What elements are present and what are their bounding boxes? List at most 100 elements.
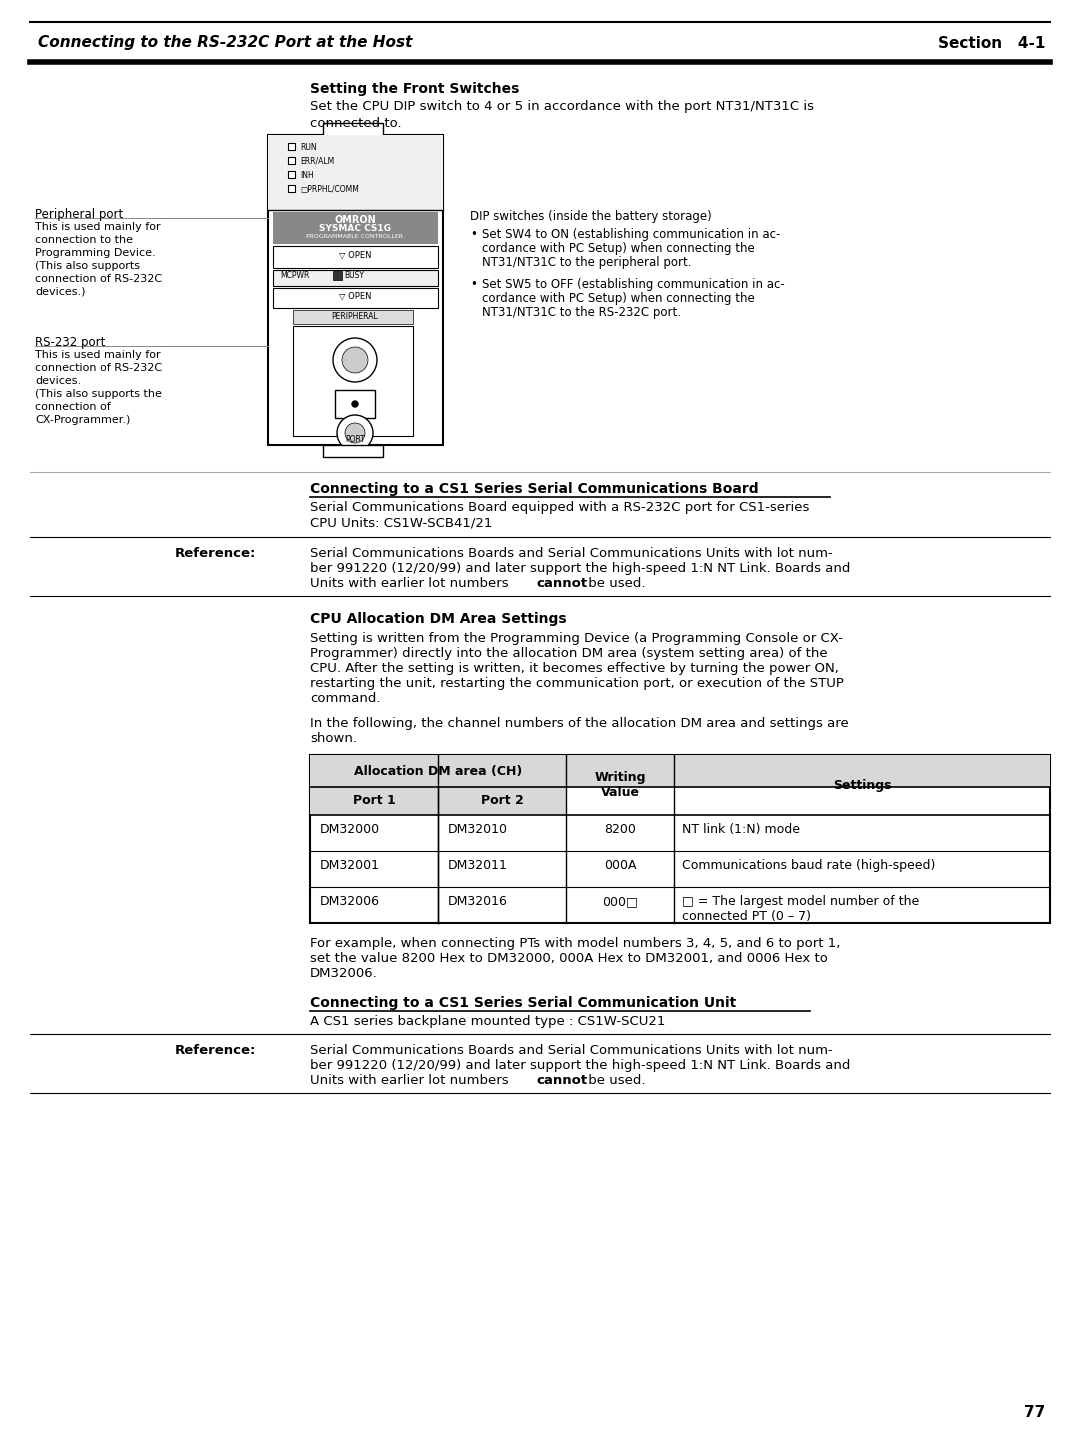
Bar xyxy=(288,185,295,192)
Circle shape xyxy=(342,347,368,373)
Text: DM32006.: DM32006. xyxy=(310,967,378,980)
Text: 77: 77 xyxy=(1024,1405,1045,1421)
Text: set the value 8200 Hex to DM32000, 000A Hex to DM32001, and 0006 Hex to: set the value 8200 Hex to DM32000, 000A … xyxy=(310,951,828,964)
Text: □ = The largest model number of the: □ = The largest model number of the xyxy=(681,895,919,908)
Text: ▽ OPEN: ▽ OPEN xyxy=(339,251,372,260)
Text: be used.: be used. xyxy=(584,577,646,590)
Text: INH: INH xyxy=(300,171,314,179)
Bar xyxy=(310,755,1050,786)
Text: SYSMAC CS1G: SYSMAC CS1G xyxy=(319,224,391,232)
Text: devices.): devices.) xyxy=(35,287,85,297)
Text: Connecting to a CS1 Series Serial Communications Board: Connecting to a CS1 Series Serial Commun… xyxy=(310,482,758,497)
Text: Serial Communications Boards and Serial Communications Units with lot num-: Serial Communications Boards and Serial … xyxy=(310,547,833,560)
Text: PORT: PORT xyxy=(345,435,365,443)
Text: RUN: RUN xyxy=(300,144,316,152)
Text: Reference:: Reference: xyxy=(175,1045,256,1058)
Text: Settings: Settings xyxy=(833,779,891,792)
Bar xyxy=(293,310,413,324)
Text: This is used mainly for: This is used mainly for xyxy=(35,222,161,232)
Text: Communications baud rate (high-speed): Communications baud rate (high-speed) xyxy=(681,860,935,872)
Text: Programmer) directly into the allocation DM area (system setting area) of the: Programmer) directly into the allocation… xyxy=(310,647,827,660)
Text: (This also supports the: (This also supports the xyxy=(35,389,162,399)
Text: ▽ OPEN: ▽ OPEN xyxy=(339,291,372,301)
Text: Allocation DM area (CH): Allocation DM area (CH) xyxy=(354,765,522,778)
Text: Set the CPU DIP switch to 4 or 5 in accordance with the port NT31/NT31C is: Set the CPU DIP switch to 4 or 5 in acco… xyxy=(310,100,814,113)
Circle shape xyxy=(333,339,377,382)
Text: Setting the Front Switches: Setting the Front Switches xyxy=(310,82,519,96)
Text: command.: command. xyxy=(310,692,380,705)
Text: connection of RS-232C: connection of RS-232C xyxy=(35,363,162,373)
Bar xyxy=(268,135,443,210)
Text: Peripheral port: Peripheral port xyxy=(35,208,123,221)
Text: NT link (1:N) mode: NT link (1:N) mode xyxy=(681,824,800,837)
Text: 8200: 8200 xyxy=(604,824,636,837)
Text: DM32011: DM32011 xyxy=(448,860,508,872)
Text: □PRPHL/COMM: □PRPHL/COMM xyxy=(300,185,359,194)
Bar xyxy=(310,786,566,815)
Circle shape xyxy=(337,415,373,451)
Text: connection of: connection of xyxy=(35,402,111,412)
Text: cannot: cannot xyxy=(536,1073,588,1086)
Text: cannot: cannot xyxy=(536,577,588,590)
Text: PERIPHERAL: PERIPHERAL xyxy=(332,311,378,321)
Text: cordance with PC Setup) when connecting the: cordance with PC Setup) when connecting … xyxy=(482,291,755,306)
Text: NT31/NT31C to the RS-232C port.: NT31/NT31C to the RS-232C port. xyxy=(482,306,681,319)
Text: cordance with PC Setup) when connecting the: cordance with PC Setup) when connecting … xyxy=(482,243,755,255)
Text: Port 2: Port 2 xyxy=(481,795,524,808)
Text: DM32000: DM32000 xyxy=(320,824,380,837)
Bar xyxy=(288,156,295,164)
Text: DM32006: DM32006 xyxy=(320,895,380,908)
Bar xyxy=(310,755,1050,923)
Text: DM32001: DM32001 xyxy=(320,860,380,872)
Text: DM32010: DM32010 xyxy=(448,824,508,837)
Text: In the following, the channel numbers of the allocation DM area and settings are: In the following, the channel numbers of… xyxy=(310,718,849,730)
Text: CX-Programmer.): CX-Programmer.) xyxy=(35,415,131,425)
Bar xyxy=(273,245,438,268)
Text: Connecting to a CS1 Series Serial Communication Unit: Connecting to a CS1 Series Serial Commun… xyxy=(310,996,737,1010)
Text: connected to.: connected to. xyxy=(310,118,402,131)
Bar xyxy=(323,445,383,456)
Text: MCPWR: MCPWR xyxy=(280,271,309,280)
Text: PROGRAMMABLE CONTROLLER: PROGRAMMABLE CONTROLLER xyxy=(307,234,404,240)
Text: restarting the unit, restarting the communication port, or execution of the STUP: restarting the unit, restarting the comm… xyxy=(310,677,843,690)
Text: Writing
Value: Writing Value xyxy=(594,771,646,799)
Text: connection of RS-232C: connection of RS-232C xyxy=(35,274,162,284)
Text: Reference:: Reference: xyxy=(175,547,256,560)
Text: shown.: shown. xyxy=(310,732,357,745)
Text: CPU Allocation DM Area Settings: CPU Allocation DM Area Settings xyxy=(310,611,567,626)
Text: Units with earlier lot numbers: Units with earlier lot numbers xyxy=(310,577,513,590)
Text: OMRON: OMRON xyxy=(334,215,376,225)
Text: Units with earlier lot numbers: Units with earlier lot numbers xyxy=(310,1073,513,1086)
Text: Set SW5 to OFF (establishing communication in ac-: Set SW5 to OFF (establishing communicati… xyxy=(482,278,785,291)
Text: This is used mainly for: This is used mainly for xyxy=(35,350,161,360)
Text: DIP switches (inside the battery storage): DIP switches (inside the battery storage… xyxy=(470,210,712,222)
Text: Programming Device.: Programming Device. xyxy=(35,248,156,258)
Text: Setting is written from the Programming Device (a Programming Console or CX-: Setting is written from the Programming … xyxy=(310,631,843,644)
Text: devices.: devices. xyxy=(35,376,81,386)
Text: 000□: 000□ xyxy=(603,895,638,908)
Bar xyxy=(335,390,375,418)
Text: Serial Communications Boards and Serial Communications Units with lot num-: Serial Communications Boards and Serial … xyxy=(310,1045,833,1058)
Text: connection to the: connection to the xyxy=(35,235,133,245)
Bar xyxy=(288,144,295,151)
Text: 000A: 000A xyxy=(604,860,636,872)
Text: BUSY: BUSY xyxy=(345,271,364,280)
Text: CPU Units: CS1W-SCB41/21: CPU Units: CS1W-SCB41/21 xyxy=(310,517,492,530)
Text: be used.: be used. xyxy=(584,1073,646,1086)
Bar xyxy=(288,171,295,178)
Text: (This also supports: (This also supports xyxy=(35,261,140,271)
Circle shape xyxy=(345,423,365,443)
Circle shape xyxy=(352,400,357,408)
Bar xyxy=(333,271,342,280)
Text: Port 1: Port 1 xyxy=(353,795,395,808)
Text: Serial Communications Board equipped with a RS-232C port for CS1-series: Serial Communications Board equipped wit… xyxy=(310,501,809,514)
Bar xyxy=(323,123,383,136)
Text: A CS1 series backplane mounted type : CS1W-SCU21: A CS1 series backplane mounted type : CS… xyxy=(310,1015,665,1027)
Text: Section   4-1: Section 4-1 xyxy=(937,36,1045,50)
Text: For example, when connecting PTs with model numbers 3, 4, 5, and 6 to port 1,: For example, when connecting PTs with mo… xyxy=(310,937,840,950)
Bar xyxy=(273,270,438,286)
Bar xyxy=(293,326,413,436)
Text: ber 991220 (12/20/99) and later support the high-speed 1:N NT Link. Boards and: ber 991220 (12/20/99) and later support … xyxy=(310,563,850,575)
Text: CPU. After the setting is written, it becomes effective by turning the power ON,: CPU. After the setting is written, it be… xyxy=(310,662,839,674)
Text: •: • xyxy=(470,228,477,241)
